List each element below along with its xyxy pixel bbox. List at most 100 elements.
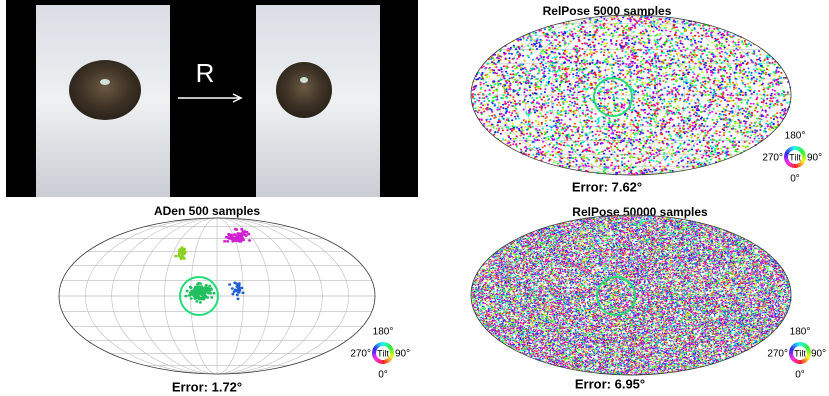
tilt-wheel-segment [387,357,392,362]
sample-points [478,17,789,175]
projection-outline [470,14,792,176]
panel-title: RelPose 5000 samples [543,4,672,18]
tilt-wheel-segment [373,345,378,350]
tilt-wheel-segment [785,149,790,154]
tilt-wheel-segment [375,343,380,348]
tilt-top: 180° [785,131,806,142]
tilt-wheel-segment [800,149,805,154]
tilt-legend: Tilt 180° 0° 270° 90° [350,327,410,381]
ground-truth-ring [593,77,633,117]
tilt-left: 270° [767,349,788,360]
tilt-right: 90° [807,153,822,164]
tilt-wheel-segment [388,345,393,350]
tilt-wheel-segment [805,356,810,361]
tilt-wheel-segment [804,344,809,349]
rotation-label: R [196,58,215,88]
tilt-wheel-segment [794,359,798,364]
tilt-bottom: 0° [790,174,800,185]
projection-outline [470,214,792,376]
tilt-wheel-segment [806,347,811,351]
sample-points [471,214,790,374]
tilt-wheel-segment [804,357,809,362]
photo-panel: R [6,0,418,197]
tilt-wheel-segment [787,147,792,152]
tilt-wheel-segment [374,357,379,362]
tilt-right: 90° [395,349,410,360]
tilt-wheel-segment [388,356,393,361]
error-label: Error: 6.95° [575,376,645,391]
sample-points [471,17,786,175]
tilt-center: Tilt [794,348,806,358]
tilt-wheel-segment [787,162,792,167]
sample-points [471,15,784,173]
tilt-wheel-segment [375,358,380,363]
plot-panel: RelPose 5000 samples Error: 7.62° Tilt 180°… [470,4,822,194]
error-label: Error: 7.62° [572,179,642,194]
tilt-wheel-segment [797,146,801,151]
tilt-wheel-segment [797,163,801,168]
tilt-wheel-segment [791,357,796,362]
tilt-wheel-segment [801,151,806,155]
error-label: Error: 1.72° [172,379,242,394]
sample-cluster [228,281,245,301]
tilt-legend: Tilt 180° 0° 270° 90° [762,131,822,185]
tilt-legend: Tilt 180° 0° 270° 90° [767,327,826,381]
tilt-wheel-segment [792,343,797,348]
tilt-right: 90° [811,349,826,360]
object-right [276,62,332,118]
tilt-wheel-segment [789,163,793,168]
sample-points [472,215,790,375]
sample-points [474,14,791,174]
tilt-wheel-segment [374,344,379,349]
tilt-wheel-segment [372,347,377,351]
tilt-wheel-segment [372,355,377,359]
object-hole [100,79,110,85]
tilt-wheel-segment [786,148,791,153]
tilt-left: 270° [350,349,371,360]
tilt-wheel-segment [386,358,391,363]
tilt-wheel-segment [798,147,803,152]
tilt-wheel-segment [389,347,394,351]
tilt-wheel-segment [801,159,806,163]
tilt-bottom: 0° [378,370,388,381]
ground-truth-ring [596,276,636,316]
object-left [69,60,141,120]
tilt-wheel-segment [789,347,794,351]
tilt-wheel-segment [794,342,798,347]
sample-cluster [184,281,216,304]
tilt-wheel-segment [786,161,791,166]
tilt-wheel-segment [802,359,806,364]
sample-points [474,17,784,175]
tilt-wheel-segment [784,151,789,155]
tilt-wheel-segment [385,359,389,364]
tilt-wheel-segment [799,148,804,153]
tilt-wheel-segment [387,344,392,349]
tilt-wheel-segment [791,344,796,349]
tilt-wheel-segment [373,356,378,361]
sample-cluster [223,227,252,243]
panel-title: ADen 500 samples [154,204,260,218]
tilt-wheel-segment [803,358,808,363]
ground-truth-ring [179,276,219,316]
tilt-wheel-segment [377,359,381,364]
tilt-wheel-segment [800,160,805,165]
tilt-wheel-segment [789,355,794,359]
tilt-center: Tilt [377,348,389,358]
tilt-wheel-segment [385,342,389,347]
tilt-wheel-segment [389,355,394,359]
arrow-head [232,93,243,103]
tilt-left: 270° [762,153,783,164]
tilt-wheel-segment [790,356,795,361]
tilt-wheel-segment [784,159,789,163]
sample-points [472,214,789,375]
sample-cluster [174,246,187,261]
tilt-top: 180° [373,327,394,338]
tilt-wheel-segment [789,146,793,151]
tilt-wheel-segment [798,162,803,167]
tilt-bottom: 0° [795,370,805,381]
tilt-wheel-segment [386,343,391,348]
tilt-wheel-segment [785,160,790,165]
tilt-center: Tilt [789,152,801,162]
